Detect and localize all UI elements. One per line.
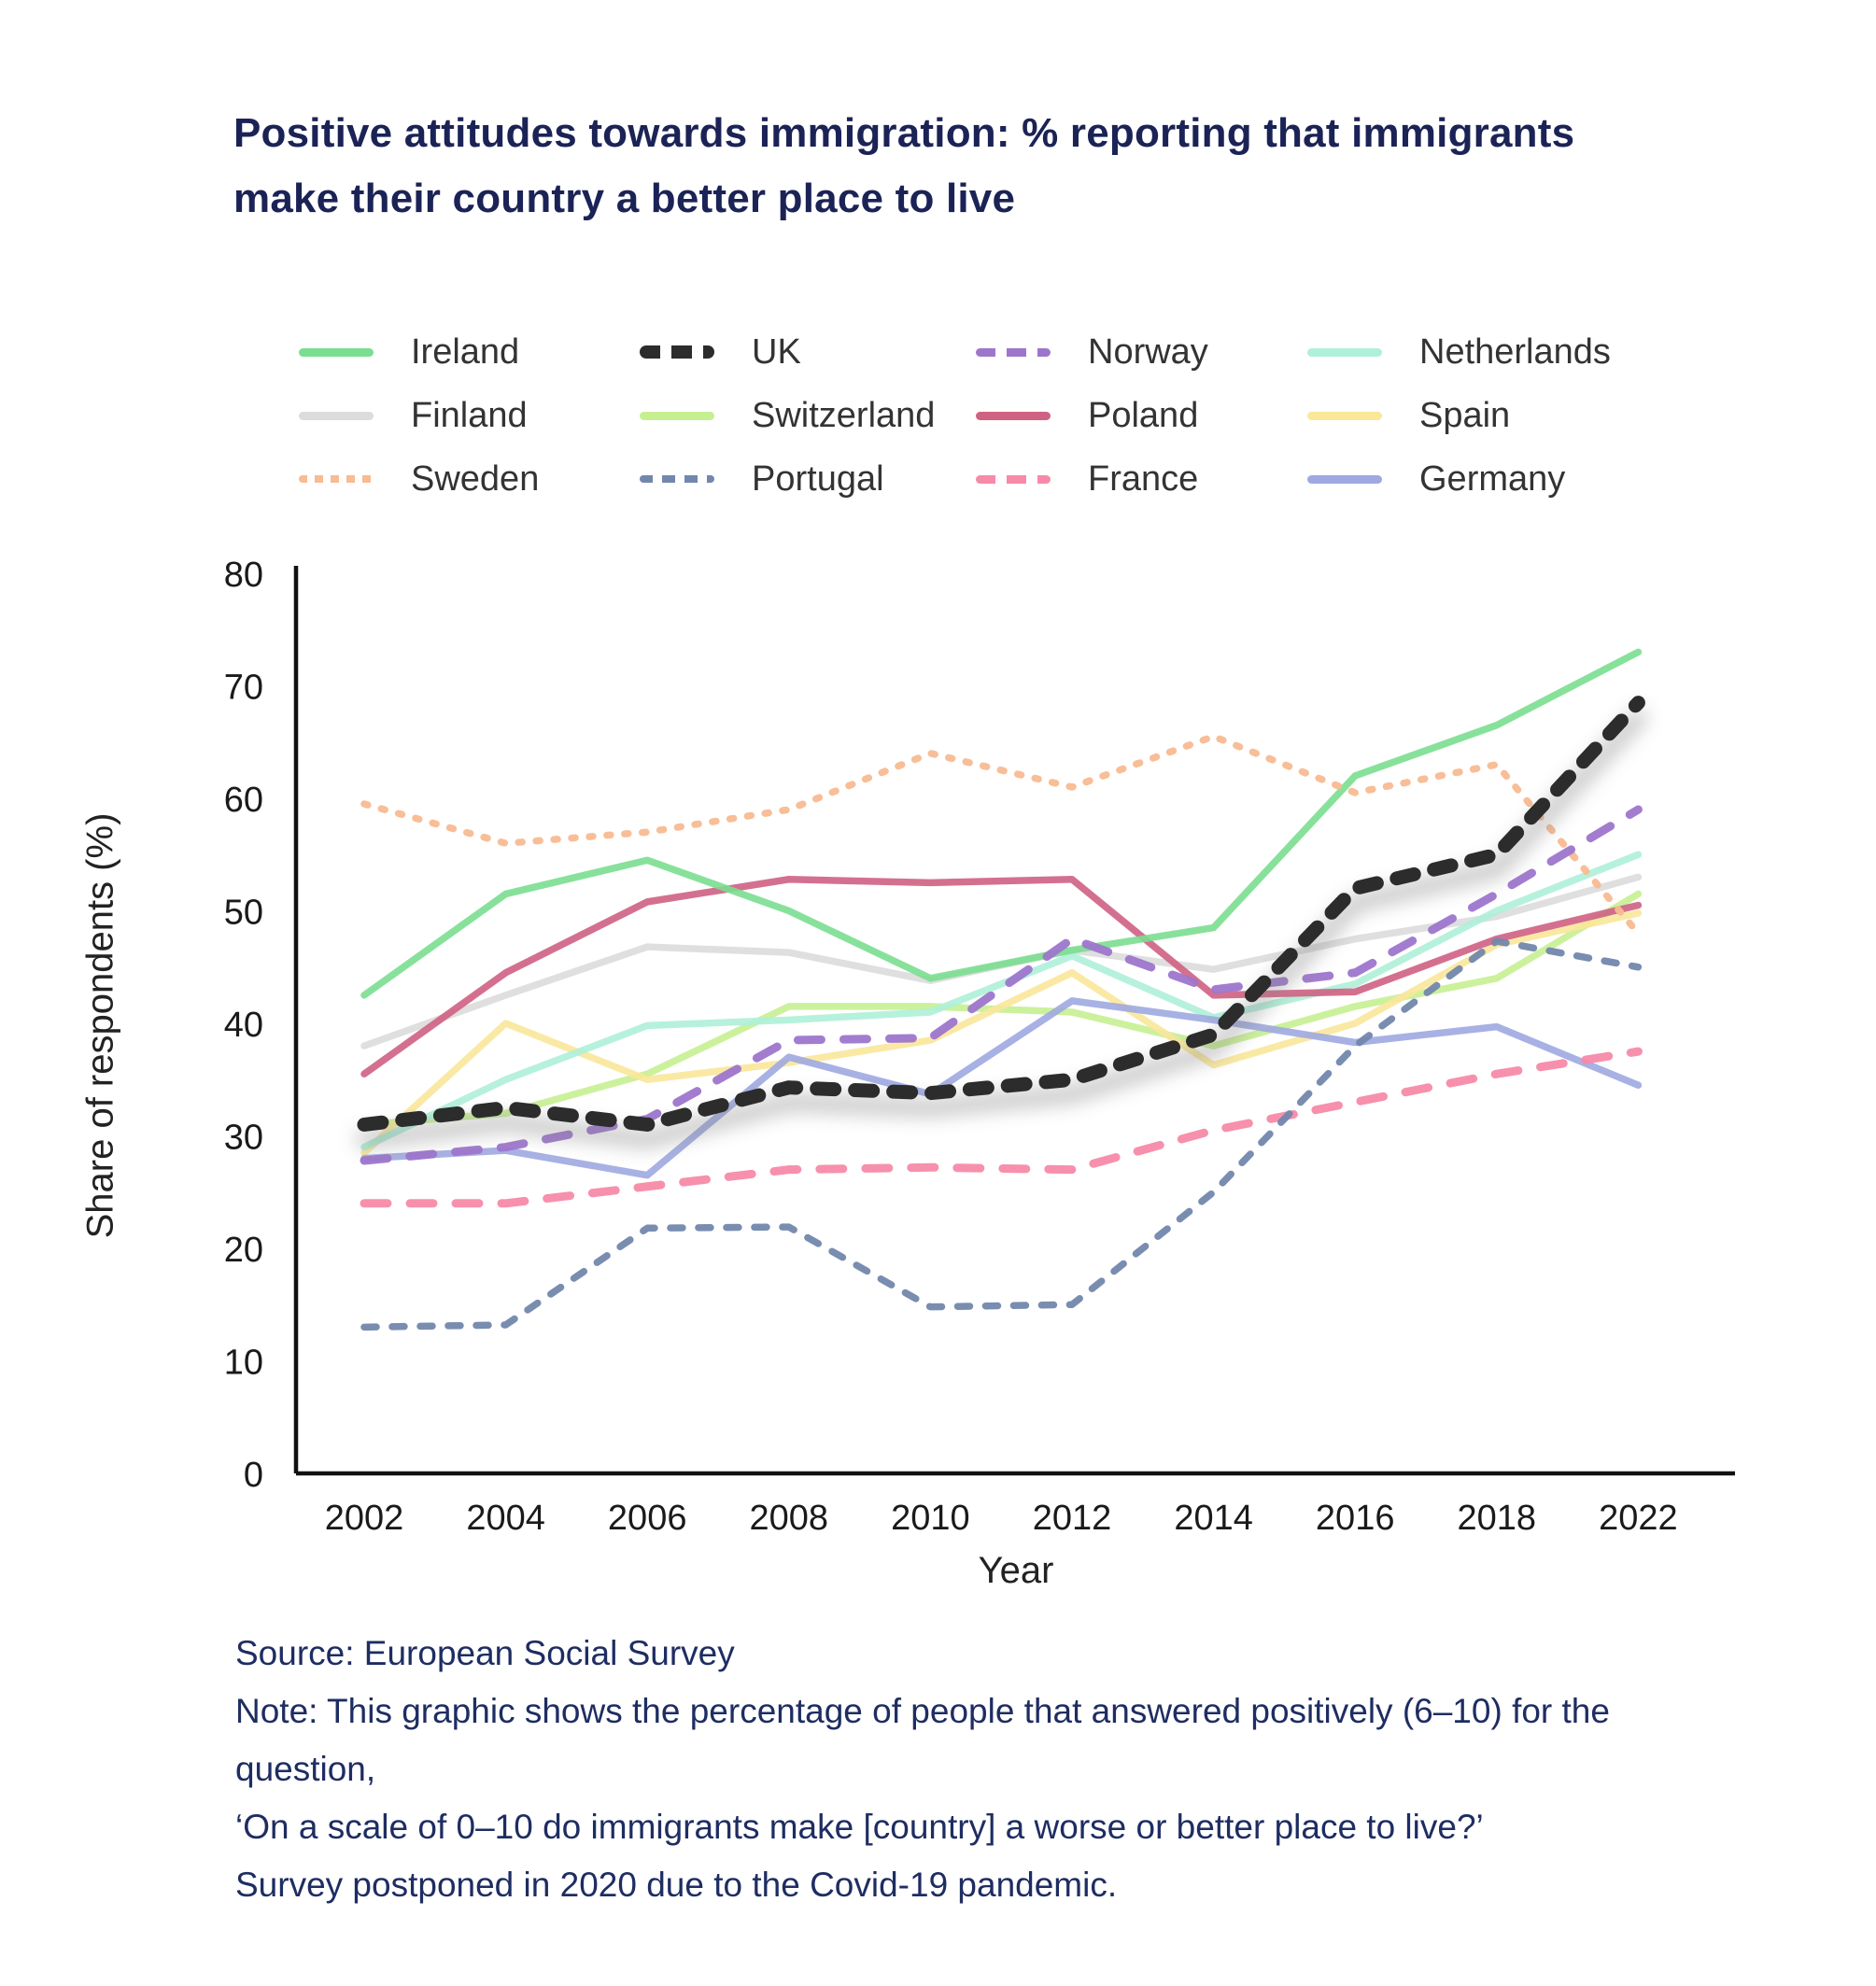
legend-label-portugal: Portugal xyxy=(752,458,884,499)
series-line-uk-shadow xyxy=(356,709,1647,1148)
legend-label-germany: Germany xyxy=(1419,458,1566,499)
legend-item-france: France xyxy=(976,458,1198,500)
legend-swatch-spain xyxy=(1307,411,1382,420)
x-tick-label: 2006 xyxy=(608,1499,687,1538)
legend-swatch-portugal xyxy=(640,475,714,483)
chart-series-group xyxy=(356,648,1647,1331)
series-line-portugal xyxy=(360,937,1643,1331)
legend-label-netherlands: Netherlands xyxy=(1419,331,1611,372)
legend-label-ireland: Ireland xyxy=(411,331,520,372)
note-line-2: ‘On a scale of 0–10 do immigrants make [… xyxy=(235,1808,1484,1846)
page-title-line2: make their country a better place to liv… xyxy=(233,176,1016,222)
legend-swatch-norway xyxy=(976,347,1051,357)
legend-label-poland: Poland xyxy=(1088,395,1199,435)
series-line-poland xyxy=(360,876,1643,1078)
legend-label-uk: UK xyxy=(752,331,801,372)
note-source: Source: European Social Survey xyxy=(235,1634,735,1672)
legend-item-finland: Finland xyxy=(299,394,528,437)
page-title: Positive attitudes towards immigration: … xyxy=(233,101,1662,232)
y-tick-label: 20 xyxy=(224,1231,263,1270)
legend-swatch-uk xyxy=(640,345,714,359)
note-line-1: Note: This graphic shows the percentage … xyxy=(235,1692,1610,1788)
x-tick-label: 2012 xyxy=(1033,1499,1112,1538)
y-tick-label: 40 xyxy=(224,1006,263,1045)
legend-item-poland: Poland xyxy=(976,394,1198,437)
legend-label-switzerland: Switzerland xyxy=(752,395,936,435)
legend-label-finland: Finland xyxy=(411,395,528,435)
x-tick-label: 2014 xyxy=(1174,1499,1253,1538)
y-tick-label: 0 xyxy=(244,1456,263,1495)
x-tick-label: 2008 xyxy=(750,1499,829,1538)
legend-item-ireland: Ireland xyxy=(299,331,519,373)
legend-label-spain: Spain xyxy=(1419,395,1511,435)
legend-item-spain: Spain xyxy=(1307,394,1510,437)
legend-swatch-france xyxy=(976,474,1051,484)
legend-swatch-finland xyxy=(299,411,374,420)
chart-tick-labels: 0 10 20 30 40 50 60 70 80 2002 2004 2006 2008 2010 201… xyxy=(224,556,1678,1538)
series-line-netherlands xyxy=(360,851,1643,1151)
chart-notes: Source: European Social Survey Note: Thi… xyxy=(235,1625,1729,1914)
legend-item-norway: Norway xyxy=(976,331,1208,373)
x-tick-label: 2016 xyxy=(1316,1499,1395,1538)
x-tick-label: 2004 xyxy=(466,1499,545,1538)
legend-label-norway: Norway xyxy=(1088,331,1208,372)
legend-swatch-poland xyxy=(976,411,1051,420)
y-tick-label: 60 xyxy=(224,781,263,820)
chart-legend: Ireland UK Norway Netherlands Finland Switzer… xyxy=(297,317,1679,514)
y-tick-label: 30 xyxy=(224,1119,263,1158)
chart-axes-group xyxy=(293,566,1735,1476)
x-tick-label: 2018 xyxy=(1458,1499,1537,1538)
series-line-sweden xyxy=(360,732,1643,937)
legend-swatch-switzerland xyxy=(640,411,714,420)
legend-item-netherlands: Netherlands xyxy=(1307,331,1611,373)
legend-swatch-germany xyxy=(1307,474,1382,484)
x-tick-label: 2002 xyxy=(325,1499,404,1538)
series-line-france xyxy=(360,1047,1643,1208)
legend-label-sweden: Sweden xyxy=(411,458,540,499)
y-tick-label: 70 xyxy=(224,669,263,708)
legend-swatch-ireland xyxy=(299,347,374,357)
y-tick-label: 80 xyxy=(224,556,263,595)
y-tick-label: 10 xyxy=(224,1344,263,1383)
legend-swatch-sweden xyxy=(299,475,374,483)
legend-item-portugal: Portugal xyxy=(640,458,884,500)
series-line-ireland xyxy=(360,648,1643,999)
x-axis-label: Year xyxy=(978,1550,1054,1591)
legend-item-switzerland: Switzerland xyxy=(640,394,935,437)
x-tick-label: 2010 xyxy=(891,1499,970,1538)
legend-item-uk: UK xyxy=(640,331,801,373)
x-tick-label: 2022 xyxy=(1599,1499,1678,1538)
legend-label-france: France xyxy=(1088,458,1199,499)
series-line-germany xyxy=(360,997,1643,1179)
legend-swatch-netherlands xyxy=(1307,347,1382,357)
legend-item-sweden: Sweden xyxy=(299,458,539,500)
series-line-uk xyxy=(357,696,1645,1132)
y-axis-label: Share of respondents (%) xyxy=(79,812,121,1239)
note-line-3: Survey postponed in 2020 due to the Covi… xyxy=(235,1866,1118,1904)
page-title-line1: Positive attitudes towards immigration: … xyxy=(233,110,1575,156)
y-tick-label: 50 xyxy=(224,894,263,933)
legend-item-germany: Germany xyxy=(1307,458,1565,500)
